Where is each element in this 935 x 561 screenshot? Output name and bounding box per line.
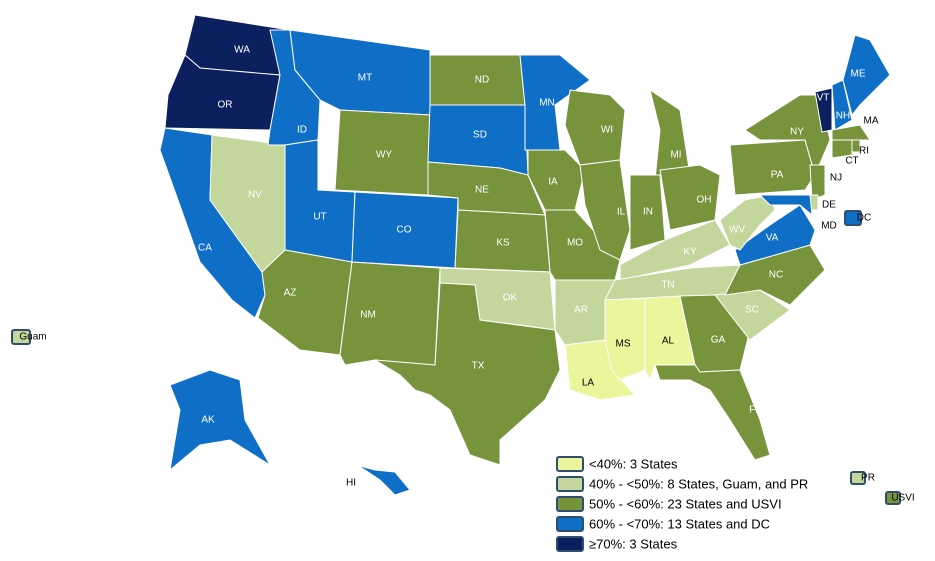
state [719,194,776,251]
territory-box [844,210,862,226]
state-label: SC [745,305,759,316]
state [349,459,411,496]
state-label: FL [749,405,761,416]
legend-label: 50% - <60%: 23 States and USVI [589,496,782,511]
state-label: VT [817,93,830,104]
state [744,94,831,177]
state-label: WY [376,150,392,161]
state-label: GA [711,335,726,346]
state-label: NM [360,310,376,321]
state [374,282,561,466]
state [654,364,771,461]
state-label: IL [617,207,626,218]
state-label: CA [198,243,212,254]
state-label: OK [503,293,518,304]
state [831,79,853,131]
state [734,204,816,266]
state-label: ME [851,69,866,80]
legend-label: 60% - <70%: 13 States and DC [589,516,770,531]
state [851,139,861,153]
state-label: ND [475,75,489,86]
state-label: OR [218,100,233,111]
state-label: MO [567,238,583,249]
state-label: WV [729,225,745,236]
state-label: WI [601,125,613,136]
state [758,194,813,217]
state-label: HI [346,478,356,489]
state-label: MT [358,73,372,84]
territories: Guam DC PR USVI [11,210,915,505]
state-label: MA [864,116,879,127]
state-label: TN [661,280,674,291]
state-label: MD [821,221,837,232]
state-label: AZ [284,288,297,299]
legend-swatch [556,456,584,472]
state [831,139,853,159]
state-label: NE [475,185,489,196]
legend-label: ≥70%: 3 States [589,536,678,551]
legend-swatch [556,536,584,552]
state-label: NH [836,111,850,122]
state [257,249,353,356]
state-label: TX [472,361,485,372]
state-label: DE [822,200,836,211]
state-label: AK [201,415,215,426]
state [169,369,271,472]
state-label: RI [859,146,869,157]
state [579,159,631,261]
territory-label: Guam [19,332,46,343]
state-label: NJ [830,173,842,184]
state-label: KS [496,238,510,249]
state-label: LA [582,378,595,389]
territory-label: DC [857,213,871,224]
states: WA OR CA NV ID MT WY UT CO AZ NM ND SD NE KS OK TX MN IA MO… [159,14,891,496]
legend-swatch [556,496,584,512]
state-label: NV [248,190,262,201]
legend-swatch [556,516,584,532]
territory-box [885,491,901,505]
state-label: ID [297,125,307,136]
state-label: CO [397,225,412,236]
state [831,124,871,141]
territory-box [11,329,31,345]
state-label: MI [670,150,681,161]
state-label: UT [313,212,326,223]
state-label: SD [473,130,487,141]
territory-label: PR [861,473,875,484]
territory-label: USVI [891,493,914,504]
state-label: CT [845,156,858,167]
legend-swatch [556,476,584,492]
state-label: VA [766,233,779,244]
legend-label: <40%: 3 States [589,456,678,471]
state-label: WA [234,45,250,56]
state [729,139,816,196]
state-label: OH [697,195,712,206]
state [519,54,591,151]
state [809,164,826,201]
state-label: KY [683,247,697,258]
legend: <40%: 3 States 40% - <50%: 8 States, Guam… [556,456,808,552]
state [842,34,891,117]
state-label: MN [539,98,555,109]
legend-label: 40% - <50%: 8 States, Guam, and PR [589,476,808,491]
state [339,261,441,366]
state-label: PA [771,170,784,181]
territory-box [850,471,866,485]
state-label: AL [662,336,675,347]
state-label: NC [769,270,783,281]
state-label: MS [616,339,631,350]
state-label: IA [548,177,558,188]
state [564,89,626,166]
state-label: NY [790,127,804,138]
state-label: IN [643,207,653,218]
state-label: AR [574,305,588,316]
